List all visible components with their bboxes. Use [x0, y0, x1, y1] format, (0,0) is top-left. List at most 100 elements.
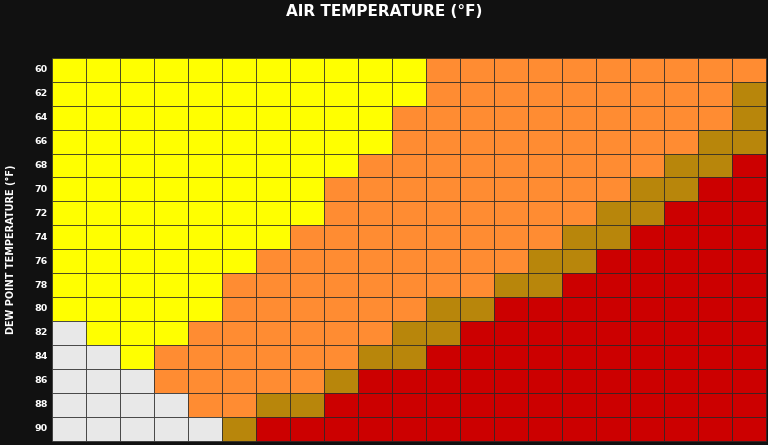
Text: 110: 110: [163, 376, 180, 385]
Text: 110: 110: [570, 43, 589, 53]
Text: 109: 109: [401, 185, 418, 194]
Text: 135: 135: [707, 233, 723, 242]
Text: 95: 95: [233, 161, 245, 170]
Text: 119: 119: [367, 304, 383, 313]
Text: 116: 116: [333, 304, 349, 313]
Text: 86: 86: [164, 43, 178, 53]
Text: 141: 141: [707, 281, 723, 290]
Text: 78: 78: [35, 281, 48, 290]
Text: 119: 119: [401, 281, 418, 290]
Text: 120: 120: [605, 137, 622, 146]
Text: 116: 116: [671, 43, 691, 53]
Text: 111: 111: [537, 65, 554, 74]
Text: 87: 87: [131, 137, 143, 146]
Text: 80: 80: [63, 43, 76, 53]
Text: 94: 94: [200, 185, 210, 194]
Text: 140: 140: [537, 352, 554, 361]
Text: 83: 83: [64, 137, 74, 146]
Text: 144: 144: [639, 328, 656, 337]
Text: 153: 153: [503, 424, 520, 433]
Text: 140: 140: [639, 304, 656, 313]
Text: 102: 102: [231, 257, 247, 266]
Text: 74: 74: [35, 233, 48, 242]
Text: 139: 139: [401, 400, 418, 409]
Text: 102: 102: [367, 113, 384, 122]
Text: 114: 114: [571, 89, 588, 98]
Text: 102: 102: [401, 65, 418, 74]
Text: 131: 131: [605, 257, 621, 266]
Text: 123: 123: [571, 209, 588, 218]
Text: 116: 116: [401, 257, 418, 266]
Text: 98: 98: [369, 43, 382, 53]
Text: 122: 122: [367, 328, 384, 337]
Text: 110: 110: [265, 304, 282, 313]
Text: 92: 92: [200, 161, 211, 170]
Text: 148: 148: [639, 352, 656, 361]
Text: 138: 138: [605, 304, 622, 313]
Text: 114: 114: [469, 185, 485, 194]
Text: 85: 85: [98, 137, 109, 146]
Text: 137: 137: [639, 281, 656, 290]
Text: 118: 118: [706, 43, 726, 53]
Text: 64: 64: [35, 113, 48, 122]
Text: 93: 93: [132, 257, 143, 266]
Text: 110: 110: [469, 137, 485, 146]
Text: DEW POINT TEMPERATURE (°F): DEW POINT TEMPERATURE (°F): [5, 165, 16, 334]
Text: 108: 108: [435, 137, 452, 146]
Text: 104: 104: [468, 43, 487, 53]
Text: 128: 128: [673, 185, 690, 194]
Text: 89: 89: [131, 185, 143, 194]
Text: 139: 139: [674, 281, 690, 290]
Text: 132: 132: [741, 185, 758, 194]
Text: 126: 126: [707, 137, 723, 146]
Text: 148: 148: [571, 376, 588, 385]
Text: 128: 128: [707, 161, 723, 170]
Text: 122: 122: [231, 400, 247, 409]
Text: 112: 112: [604, 43, 624, 53]
Text: 81: 81: [64, 65, 74, 74]
Text: 116: 116: [571, 113, 588, 122]
Text: 110: 110: [299, 281, 316, 290]
Text: 93: 93: [166, 209, 177, 218]
Text: 164: 164: [741, 400, 758, 409]
Text: 114: 114: [197, 376, 214, 385]
Text: 117: 117: [571, 137, 588, 146]
Text: 86: 86: [98, 185, 109, 194]
Text: 97: 97: [268, 161, 279, 170]
Text: 89: 89: [166, 137, 177, 146]
Text: 142: 142: [503, 376, 520, 385]
Text: 132: 132: [435, 352, 452, 361]
Text: 99: 99: [370, 65, 381, 74]
Text: 142: 142: [673, 304, 690, 313]
Text: 169: 169: [741, 424, 758, 433]
Text: 124: 124: [299, 376, 316, 385]
Text: 90: 90: [166, 161, 177, 170]
Text: 85: 85: [64, 209, 74, 218]
Text: 106: 106: [469, 65, 485, 74]
Text: 128: 128: [639, 209, 656, 218]
Text: 115: 115: [605, 65, 621, 74]
Text: 107: 107: [231, 304, 247, 313]
Text: 112: 112: [469, 161, 485, 170]
Text: 129: 129: [401, 352, 418, 361]
Text: 117: 117: [265, 352, 282, 361]
Text: 72: 72: [35, 209, 48, 218]
Text: 157: 157: [639, 400, 656, 409]
Text: 126: 126: [367, 352, 384, 361]
Text: 123: 123: [333, 352, 349, 361]
Text: 89: 89: [200, 89, 211, 98]
Text: 113: 113: [571, 65, 588, 74]
Text: 95: 95: [302, 65, 313, 74]
Text: 150: 150: [605, 376, 621, 385]
Text: 131: 131: [265, 424, 282, 433]
Text: 86: 86: [64, 233, 74, 242]
Text: 117: 117: [231, 376, 247, 385]
Text: 130: 130: [674, 209, 690, 218]
Text: 100: 100: [163, 304, 180, 313]
Text: 88: 88: [131, 161, 143, 170]
Text: 116: 116: [605, 89, 621, 98]
Text: 107: 107: [367, 185, 383, 194]
Text: 96: 96: [302, 89, 313, 98]
Text: 91: 91: [200, 137, 210, 146]
Text: 92: 92: [266, 43, 280, 53]
